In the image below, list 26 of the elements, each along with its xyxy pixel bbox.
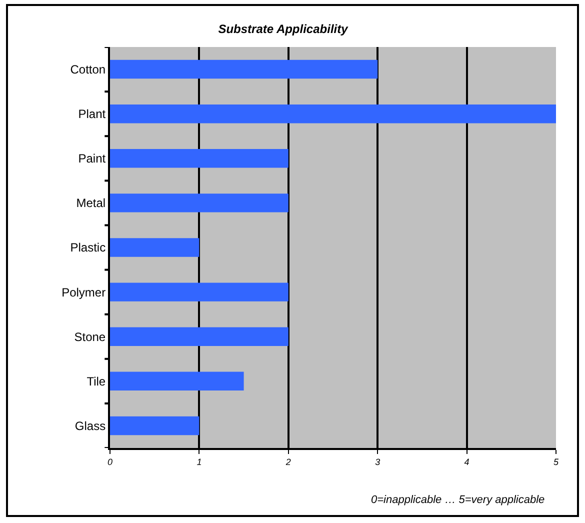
y-tick-label: Polymer [62,285,106,300]
x-tick-label: 1 [196,456,202,467]
bar [110,416,200,436]
bar [110,149,288,168]
chart-title: Substrate Applicability [218,22,350,36]
y-tick-label: Plastic [70,240,106,255]
bar [110,372,244,391]
bar [110,104,556,124]
x-tick-label: 3 [375,456,380,467]
y-tick-label: Stone [74,330,106,344]
y-tick-label: Metal [76,196,106,210]
y-tick-label: Plant [78,107,106,122]
y-tick-label: Tile [86,374,106,388]
bar [110,238,200,257]
y-tick-label: Paint [78,152,106,166]
x-tick-label: 5 [553,456,560,467]
x-tick-label: 4 [464,456,470,467]
y-tick-label: Cotton [70,62,106,76]
x-tick-label: 2 [284,456,291,467]
bar [110,282,288,302]
bar [110,60,378,79]
x-tick-label: 0 [107,456,113,467]
text: 0=inapplicable … 5=very applicable [371,494,545,506]
bar [110,327,288,346]
y-tick-label: Glass [74,418,106,433]
bar [110,194,288,212]
